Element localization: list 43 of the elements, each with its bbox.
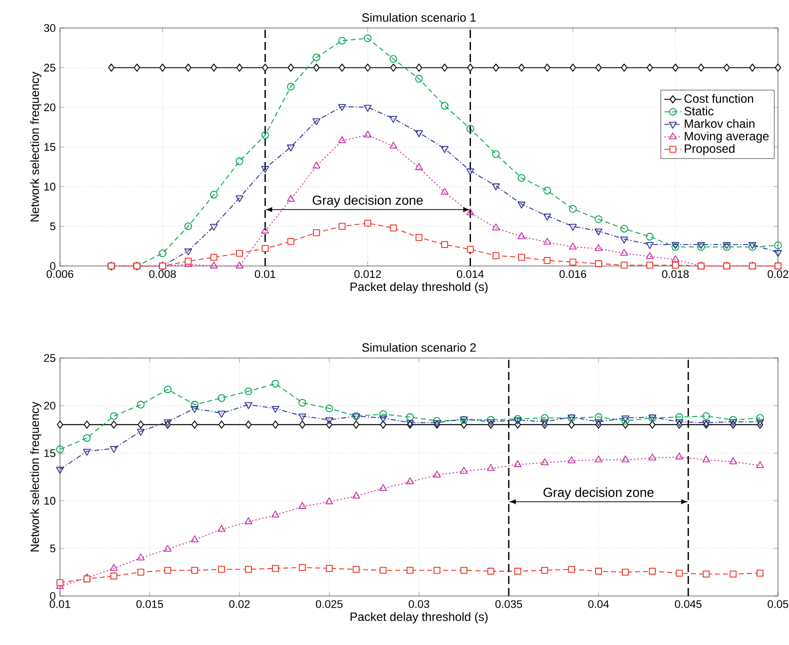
y-tick-label: 20 (44, 402, 56, 410)
x-tick-label: 0.04 (588, 600, 609, 608)
x-tick-label: 0.015 (136, 600, 164, 608)
legend-label: Cost function (684, 94, 754, 103)
x-tick-label: 0.02 (229, 600, 250, 608)
y-tick-label: 15 (44, 449, 56, 458)
y-axis-title: Network selection frequency (30, 72, 42, 222)
y-tick-label: 20 (44, 103, 56, 112)
x-tick-label: 0.035 (495, 600, 522, 608)
y-tick-label: 10 (44, 182, 56, 191)
x-tick-label: 0.05 (768, 600, 788, 608)
x-tick-label: 0.02 (768, 270, 788, 278)
y-tick-label: 5 (50, 544, 56, 552)
x-tick-label: 0.025 (316, 600, 343, 608)
annotation: Gray decision zone (312, 195, 423, 208)
annotation: Gray decision zone (544, 487, 654, 500)
x-tick-label: 0.012 (354, 270, 381, 278)
y-tick-label: 5 (50, 222, 56, 230)
legend-label: Markov chain (684, 119, 754, 128)
x-tick-label: 0.01 (50, 600, 70, 608)
x-tick-label: 0.03 (408, 600, 430, 608)
y-tick-label: 25 (44, 354, 56, 362)
y-tick-label: 30 (44, 24, 56, 32)
legend-label: Moving average (684, 132, 769, 143)
x-tick-label: 0.045 (674, 600, 702, 608)
y-tick-label: 25 (44, 64, 56, 72)
x-tick-label: 0.016 (560, 270, 586, 278)
x-tick-label: 0.018 (662, 270, 689, 278)
chart-title: Simulation scenario 2 (362, 342, 476, 352)
legend-label: Static (684, 106, 714, 116)
legend-label: Proposed (684, 144, 734, 156)
chart-title: Simulation scenario 1 (362, 12, 476, 22)
x-tick-label: 0.01 (254, 270, 276, 278)
x-tick-label: 0.008 (149, 270, 176, 278)
y-tick-label: 0 (50, 592, 56, 600)
x-axis-title: Packet delay threshold (s) (350, 282, 488, 294)
x-tick-label: 0.014 (456, 270, 484, 278)
y-tick-label: 10 (44, 496, 56, 505)
x-axis-title: Packet delay threshold (s) (350, 612, 488, 624)
y-tick-label: 15 (44, 143, 56, 151)
y-tick-label: 0 (50, 262, 56, 270)
y-axis-title: Network selection frequency (30, 402, 42, 552)
x-tick-label: 0.006 (46, 270, 74, 278)
